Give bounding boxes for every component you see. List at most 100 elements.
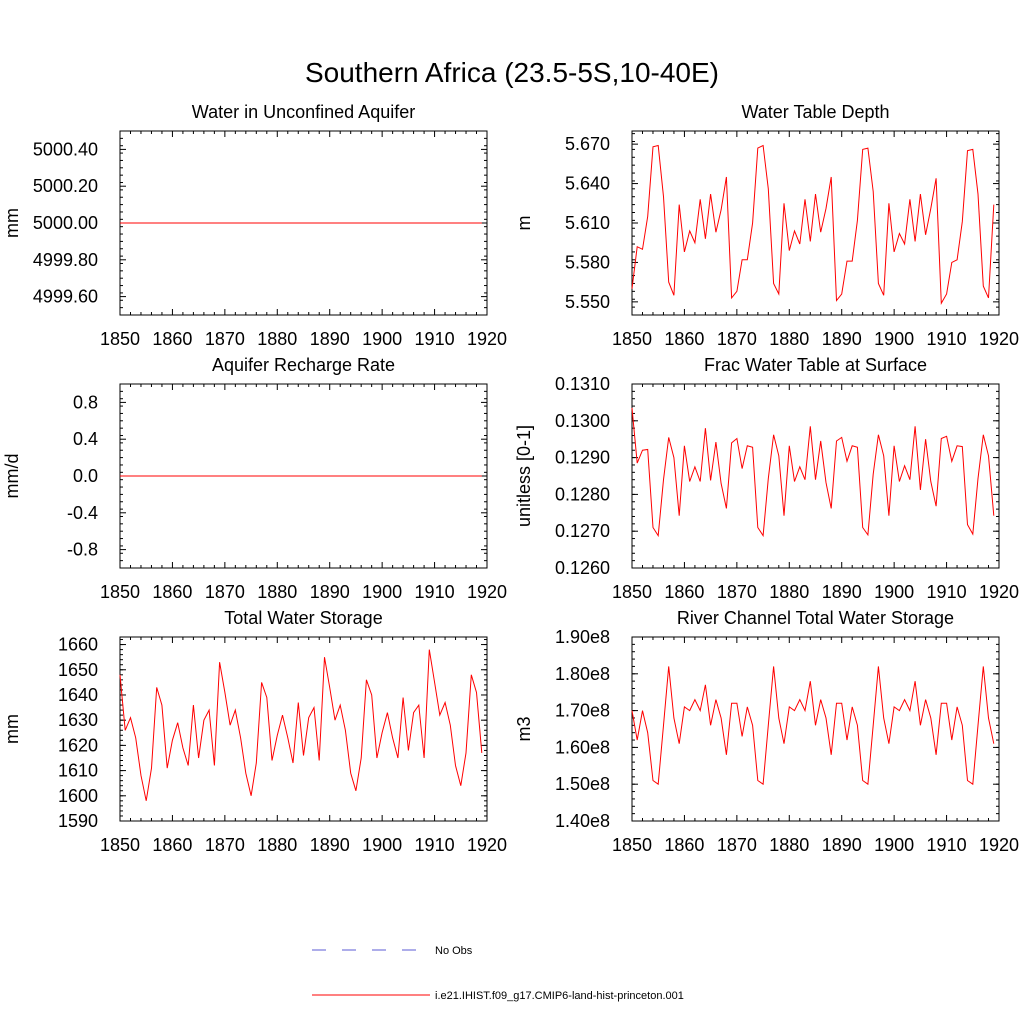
x-tick-label: 1870 bbox=[205, 329, 245, 349]
y-axis-label: m3 bbox=[514, 716, 534, 741]
series-line bbox=[631, 666, 995, 786]
x-tick-label: 1870 bbox=[717, 582, 757, 602]
x-tick-label: 1860 bbox=[152, 835, 192, 855]
y-tick-label: 5.610 bbox=[565, 213, 610, 233]
panel-title: River Channel Total Water Storage bbox=[677, 608, 954, 628]
y-tick-label: -0.8 bbox=[67, 540, 98, 560]
x-tick-label: 1850 bbox=[612, 329, 652, 349]
y-tick-label: 5.580 bbox=[565, 252, 610, 272]
y-tick-label: 5.640 bbox=[565, 174, 610, 194]
chart-panel-4: Frac Water Table at Surface 1850 1860 1870 1… bbox=[514, 355, 1019, 602]
y-tick-label: 5.670 bbox=[565, 134, 610, 154]
y-tick-label: 1620 bbox=[58, 735, 98, 755]
x-tick-label: 1900 bbox=[874, 835, 914, 855]
x-tick-label: 1880 bbox=[769, 329, 809, 349]
x-tick-label: 1880 bbox=[769, 835, 809, 855]
series-line bbox=[631, 407, 995, 538]
x-tick-label: 1860 bbox=[152, 582, 192, 602]
y-tick-label: 5000.20 bbox=[33, 176, 98, 196]
y-tick-label: 0.1290 bbox=[555, 448, 610, 468]
x-tick-label: 1910 bbox=[927, 582, 967, 602]
x-tick-label: 1850 bbox=[612, 835, 652, 855]
x-tick-label: 1920 bbox=[467, 329, 507, 349]
plot-frame bbox=[631, 636, 1000, 822]
x-tick-label: 1920 bbox=[979, 835, 1019, 855]
x-tick-label: 1880 bbox=[257, 835, 297, 855]
x-tick-label: 1890 bbox=[822, 835, 862, 855]
y-tick-label: 0.1260 bbox=[555, 558, 610, 578]
y-tick-label: 1.70e8 bbox=[555, 701, 610, 721]
chart-panel-2: Water Table Depth 1850 1860 1870 1880 1890 190… bbox=[514, 102, 1019, 349]
y-tick-label: 4999.80 bbox=[33, 250, 98, 270]
y-tick-label: 4999.60 bbox=[33, 287, 98, 307]
y-tick-label: 0.4 bbox=[73, 429, 98, 449]
x-tick-label: 1870 bbox=[717, 835, 757, 855]
y-axis-label: unitless [0-1] bbox=[514, 425, 534, 527]
y-axis-label: mm bbox=[2, 208, 22, 238]
x-tick-label: 1920 bbox=[979, 582, 1019, 602]
y-axis-label: mm bbox=[2, 714, 22, 744]
x-tick-label: 1900 bbox=[362, 582, 402, 602]
series-line bbox=[631, 144, 995, 305]
x-tick-label: 1910 bbox=[415, 835, 455, 855]
x-tick-label: 1850 bbox=[612, 582, 652, 602]
y-tick-label: -0.4 bbox=[67, 503, 98, 523]
y-tick-label: 0.8 bbox=[73, 392, 98, 412]
x-tick-label: 1920 bbox=[979, 329, 1019, 349]
x-tick-label: 1890 bbox=[310, 329, 350, 349]
y-tick-label: 1.80e8 bbox=[555, 664, 610, 684]
x-tick-label: 1890 bbox=[310, 582, 350, 602]
x-tick-label: 1910 bbox=[927, 835, 967, 855]
y-tick-label: 0.1310 bbox=[555, 374, 610, 394]
y-tick-label: 1.90e8 bbox=[555, 627, 610, 647]
x-tick-label: 1910 bbox=[927, 329, 967, 349]
y-tick-label: 1630 bbox=[58, 710, 98, 730]
chart-panel-6: River Channel Total Water Storage 1850 186… bbox=[514, 608, 1019, 855]
x-tick-label: 1920 bbox=[467, 835, 507, 855]
x-tick-label: 1860 bbox=[664, 835, 704, 855]
x-tick-label: 1900 bbox=[874, 329, 914, 349]
y-tick-label: 1590 bbox=[58, 811, 98, 831]
y-tick-label: 0.0 bbox=[73, 466, 98, 486]
chart-panel-5: Total Water Storage 1850 1860 1870 1880 1890 1… bbox=[2, 608, 507, 855]
y-tick-label: 0.1270 bbox=[555, 521, 610, 541]
y-tick-label: 5000.40 bbox=[33, 139, 98, 159]
legend-model-label: i.e21.IHIST.f09_g17.CMIP6-land-hist-prin… bbox=[435, 990, 684, 1002]
plot-frame bbox=[119, 636, 488, 822]
x-tick-label: 1860 bbox=[664, 329, 704, 349]
x-tick-label: 1860 bbox=[152, 329, 192, 349]
figure-title: Southern Africa (23.5-5S,10-40E) bbox=[305, 57, 719, 88]
y-tick-label: 1.50e8 bbox=[555, 774, 610, 794]
y-tick-label: 1.60e8 bbox=[555, 737, 610, 757]
legend-no-obs-label: No Obs bbox=[435, 945, 473, 957]
y-axis-label: m bbox=[514, 216, 534, 231]
x-tick-label: 1900 bbox=[874, 582, 914, 602]
plot-frame bbox=[631, 383, 1000, 569]
x-tick-label: 1910 bbox=[415, 329, 455, 349]
y-tick-label: 5000.00 bbox=[33, 213, 98, 233]
y-tick-label: 1600 bbox=[58, 786, 98, 806]
x-tick-label: 1870 bbox=[205, 582, 245, 602]
y-axis-label: mm/d bbox=[2, 454, 22, 499]
x-tick-label: 1900 bbox=[362, 835, 402, 855]
chart-panel-3: Aquifer Recharge Rate 1850 1860 1870 1880 189… bbox=[2, 355, 507, 602]
panel-title: Water in Unconfined Aquifer bbox=[192, 102, 415, 122]
y-tick-label: 1660 bbox=[58, 635, 98, 655]
x-tick-label: 1870 bbox=[717, 329, 757, 349]
x-tick-label: 1880 bbox=[257, 329, 297, 349]
panel-title: Total Water Storage bbox=[224, 608, 382, 628]
y-tick-label: 0.1280 bbox=[555, 484, 610, 504]
panel-title: Frac Water Table at Surface bbox=[704, 355, 927, 375]
y-tick-label: 1650 bbox=[58, 660, 98, 680]
x-tick-label: 1910 bbox=[415, 582, 455, 602]
y-tick-label: 1.40e8 bbox=[555, 811, 610, 831]
x-tick-label: 1870 bbox=[205, 835, 245, 855]
x-tick-label: 1890 bbox=[822, 329, 862, 349]
y-tick-label: 1610 bbox=[58, 761, 98, 781]
x-tick-label: 1850 bbox=[100, 835, 140, 855]
x-tick-label: 1850 bbox=[100, 582, 140, 602]
x-tick-label: 1890 bbox=[310, 835, 350, 855]
chart-panel-1: Water in Unconfined Aquifer 1850 1860 1870 1… bbox=[2, 102, 507, 349]
